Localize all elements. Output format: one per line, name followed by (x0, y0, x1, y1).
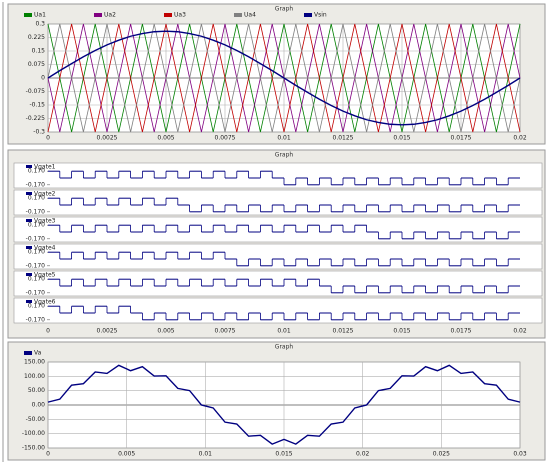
panel-title: Graph (275, 152, 294, 159)
y-tick-label: -100.00 (22, 430, 45, 437)
x-tick-label: 0 (46, 451, 50, 458)
y-tick-label: -0.170 (26, 262, 46, 269)
legend-label: Ua1 (34, 12, 46, 19)
x-tick-label: 0.005 (157, 328, 174, 335)
legend-label: Vgate6 (34, 299, 56, 306)
legend-label: Vsin (314, 12, 327, 19)
row-area (13, 162, 543, 189)
legend-swatch (94, 13, 102, 17)
x-tick-label: 0.03 (513, 451, 527, 458)
legend-label: Ua2 (104, 12, 116, 19)
y-tick-label: -150.00 (22, 445, 45, 452)
x-tick-label: 0.0175 (451, 135, 472, 142)
y-tick-label: 0.170 (28, 303, 45, 310)
row-area (13, 216, 543, 243)
y-tick-label: 0.170 (28, 168, 45, 175)
y-tick-label: 0.170 (28, 249, 45, 256)
x-tick-label: 0.005 (118, 451, 135, 458)
legend-swatch (26, 192, 32, 195)
y-tick-label: -0.170 (26, 208, 46, 215)
x-tick-label: 0.0125 (333, 135, 354, 142)
y-tick-label: 150.00 (24, 359, 45, 366)
legend-label: Ua4 (244, 12, 256, 19)
x-tick-label: 0.0075 (215, 328, 236, 335)
y-tick-label: -0.3 (33, 129, 45, 136)
panel-title: Graph (275, 344, 294, 351)
x-tick-label: 0.0125 (333, 328, 354, 335)
y-tick-label: -0.225 (26, 115, 46, 122)
series-line (47, 30, 521, 126)
y-tick-label: 0.00 (32, 402, 46, 409)
y-tick-label: 50.00 (28, 387, 45, 394)
series-line (47, 364, 521, 445)
panel-title: Graph (275, 6, 294, 13)
legend-label: Vgate5 (34, 272, 56, 279)
series-line (47, 23, 521, 133)
x-tick-label: 0.015 (393, 328, 410, 335)
legend-swatch (26, 165, 32, 168)
legend-swatch (26, 246, 32, 249)
x-tick-label: 0.025 (433, 451, 450, 458)
legend-label: Va (34, 350, 42, 357)
legend-swatch (164, 13, 172, 17)
x-tick-label: 0.0075 (215, 135, 236, 142)
y-tick-label: 0.3 (35, 21, 45, 28)
legend-label: Vgate2 (34, 191, 56, 198)
row-area (13, 270, 543, 297)
y-tick-label: -0.170 (26, 181, 46, 188)
legend-swatch (24, 13, 32, 17)
legend-swatch (24, 351, 32, 355)
x-tick-label: 0.01 (199, 451, 213, 458)
y-tick-label: 0.225 (28, 34, 45, 41)
legend-swatch (26, 300, 32, 303)
y-tick-label: 100.00 (24, 373, 45, 380)
y-tick-label: -50.00 (26, 416, 46, 423)
y-tick-label: 0.170 (28, 195, 45, 202)
y-tick-label: 0.170 (28, 222, 45, 229)
legend-swatch (234, 13, 242, 17)
y-tick-label: 0 (41, 75, 45, 82)
x-tick-label: 0.02 (513, 328, 527, 335)
x-tick-label: 0.0025 (97, 328, 118, 335)
y-tick-label: -0.170 (26, 289, 46, 296)
x-tick-label: 0 (46, 328, 50, 335)
x-tick-label: 0.005 (157, 135, 174, 142)
x-tick-label: 0.01 (277, 328, 291, 335)
x-tick-label: 0 (46, 135, 50, 142)
y-tick-label: -0.075 (26, 88, 46, 95)
legend-swatch (304, 13, 312, 17)
series-line (47, 23, 521, 133)
y-tick-label: 0.075 (28, 61, 45, 68)
row-area (13, 243, 543, 270)
y-tick-label: -0.170 (26, 316, 46, 323)
y-tick-label: 0.15 (32, 48, 46, 55)
legend-label: Vgate4 (34, 245, 56, 252)
row-area (13, 189, 543, 216)
x-tick-label: 0.0175 (451, 328, 472, 335)
x-tick-label: 0.02 (356, 451, 370, 458)
legend-label: Vgate3 (34, 218, 56, 225)
legend-label: Vgate1 (34, 164, 56, 171)
x-tick-label: 0.015 (275, 451, 292, 458)
x-tick-label: 0.015 (393, 135, 410, 142)
y-tick-label: -0.170 (26, 235, 46, 242)
legend-label: Ua3 (174, 12, 186, 19)
row-area (13, 297, 543, 324)
legend-swatch (26, 273, 32, 276)
x-tick-label: 0.01 (277, 135, 291, 142)
y-tick-label: 0.170 (28, 276, 45, 283)
x-tick-label: 0.0025 (97, 135, 118, 142)
legend-swatch (26, 219, 32, 222)
x-tick-label: 0.02 (513, 135, 527, 142)
y-tick-label: -0.15 (29, 102, 45, 109)
